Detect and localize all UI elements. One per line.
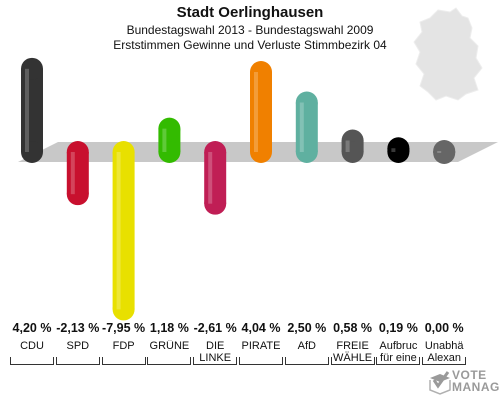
bar-body bbox=[112, 152, 135, 310]
bar-cap-bottom bbox=[295, 141, 318, 163]
category-label-line: LINKE bbox=[199, 352, 232, 364]
logo-line-2: MANAGER bbox=[452, 380, 500, 394]
logo-line-1: VOTE bbox=[452, 368, 487, 382]
bar-afd bbox=[295, 91, 318, 163]
category-label: SPD bbox=[55, 340, 100, 365]
category-label: FREIE WÄHLE bbox=[330, 340, 375, 365]
bar-body bbox=[295, 102, 318, 152]
bar-unabhä bbox=[433, 140, 456, 164]
value-label: 1,18 % bbox=[149, 321, 189, 335]
chart-title: Stadt Oerlinghausen bbox=[176, 4, 324, 21]
bar-cap-top bbox=[66, 141, 89, 163]
category-label-line: FDP bbox=[112, 340, 135, 352]
category-label-line: WÄHLE bbox=[333, 352, 373, 364]
bar-spd bbox=[66, 141, 89, 206]
category-label-line: für eine bbox=[380, 352, 417, 364]
category-label: CDU bbox=[10, 340, 54, 365]
value-label: 0,58 % bbox=[333, 321, 373, 335]
bar-body bbox=[66, 152, 89, 195]
bar-die bbox=[204, 141, 227, 215]
value-label: 0,00 % bbox=[424, 321, 464, 335]
bar-cap-bottom bbox=[21, 141, 43, 163]
bar-freie bbox=[341, 129, 364, 163]
value-label: 4,20 % bbox=[12, 321, 52, 335]
category-label: AfD bbox=[284, 340, 329, 365]
bar-cap-bottom bbox=[204, 192, 227, 215]
bar-cap-bottom bbox=[66, 183, 89, 206]
bar-cap-top bbox=[21, 57, 43, 80]
category-label: FDP bbox=[101, 340, 146, 365]
category-label-line: CDU bbox=[20, 340, 44, 352]
bar-cap-top bbox=[295, 91, 318, 114]
value-label: -2,61 % bbox=[193, 321, 237, 335]
bar-cap-top bbox=[204, 141, 227, 163]
bar-cap-bottom bbox=[387, 141, 410, 163]
bar-cap-bottom bbox=[433, 142, 456, 164]
ballot-check-icon bbox=[429, 371, 451, 395]
category-label-line: PIRATE bbox=[241, 340, 281, 352]
bar-cap-bottom bbox=[250, 141, 272, 163]
category-label-line: Alexan bbox=[427, 352, 461, 364]
chart-subtitle-2: Erststimmen Gewinne und Verluste Stimmbe… bbox=[113, 38, 387, 52]
category-label-line: GRÜNE bbox=[149, 340, 190, 352]
category-label: DIE LINKE bbox=[193, 340, 238, 365]
category-label-line: AfD bbox=[297, 340, 316, 352]
category-label-line: Aufbruc bbox=[379, 340, 418, 352]
bar-pirate bbox=[250, 61, 272, 163]
value-label: 2,50 % bbox=[287, 321, 327, 335]
bar-cap-top bbox=[250, 61, 272, 84]
category-label: Aufbruc für eine bbox=[376, 340, 421, 365]
category-label-line: SPD bbox=[66, 340, 90, 352]
category-label-line: DIE bbox=[206, 340, 225, 352]
category-label: GRÜNE bbox=[147, 340, 192, 365]
bar-fdp bbox=[112, 141, 135, 321]
bar-body bbox=[21, 68, 43, 152]
bar-body bbox=[204, 152, 227, 204]
bar-cap-bottom bbox=[158, 141, 181, 163]
bar-body bbox=[250, 72, 272, 152]
chart-subtitle: Bundestagswahl 2013 - Bundestagswahl 200… bbox=[126, 23, 374, 37]
value-label: -2,13 % bbox=[56, 321, 100, 335]
bar-grüne bbox=[158, 117, 181, 163]
value-label: -7,95 % bbox=[102, 321, 146, 335]
bar-cap-bottom bbox=[341, 141, 364, 163]
value-label: 4,04 % bbox=[241, 321, 281, 335]
bar-aufbruc bbox=[387, 137, 410, 163]
bar-cdu bbox=[21, 57, 43, 163]
category-label: Unabhä Alexan bbox=[422, 340, 467, 365]
bar-cap-bottom bbox=[112, 298, 135, 321]
germany-map-icon bbox=[413, 7, 483, 101]
value-label: 0,19 % bbox=[378, 321, 418, 335]
vote-manager-logo: VOTEMANAGER bbox=[428, 364, 500, 400]
bar-cap-top bbox=[158, 117, 181, 140]
category-label: PIRATE bbox=[239, 340, 283, 365]
category-label-line: Unabhä bbox=[424, 340, 464, 352]
category-label-line: FREIE bbox=[336, 340, 369, 352]
bar-cap-top bbox=[112, 141, 135, 163]
